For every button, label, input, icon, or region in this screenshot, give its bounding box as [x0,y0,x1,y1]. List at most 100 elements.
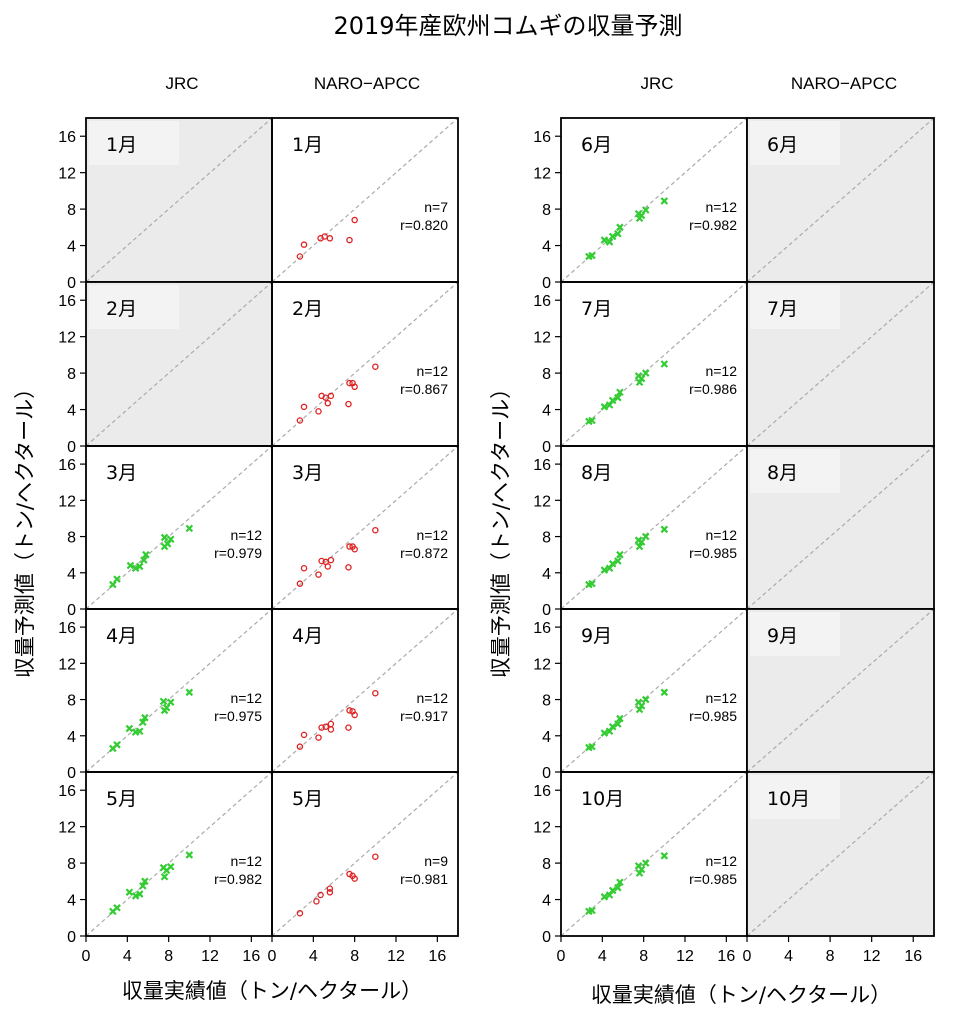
diagonal-line [560,281,748,447]
diagonal-line [85,445,273,610]
panel-right-jrc-4: 9月 n=12 r=0.985 0 4 8 12 16 [533,608,748,782]
panel-right-jrc-3: 8月 n=12 r=0.985 0 4 8 12 16 [533,445,748,619]
y-tick-label: 16 [58,620,76,637]
y-tick-label: 12 [533,656,551,673]
y-tick-label: 4 [67,729,76,746]
n-label: n=9 [424,853,448,869]
naro-point [327,720,335,728]
jrc-point [139,718,147,726]
r-label: r=0.917 [400,708,448,724]
y-tick-label: 12 [533,330,551,347]
r-label: r=0.982 [689,217,737,233]
month-label: 3月 [106,462,137,484]
r-label: r=0.985 [689,708,737,724]
jrc-point [185,524,194,533]
naro-point [296,417,304,424]
naro-point [346,379,353,387]
x-tick-label: 0 [557,948,566,965]
panel-frame [746,771,935,937]
naro-point [346,543,353,550]
x-tick-label: 12 [387,948,405,965]
month-label: 2月 [106,298,137,320]
naro-point [317,891,324,899]
y-tick-label: 0 [67,929,76,946]
naro-point [326,885,334,892]
jrc-point [637,865,646,874]
x-tick-label: 16 [717,948,735,965]
jrc-point [614,229,622,238]
y-tick-label: 8 [67,202,76,219]
right-y-axis-label: 収量予測値（トン/ヘクタール） [489,378,513,678]
month-label: 10月 [767,788,810,810]
jrc-point [141,713,149,722]
jrc-point [588,906,596,915]
panel-left-naro-1: 1月 n=7 r=0.820 [271,117,459,283]
month-label-background [89,121,179,165]
naro-point [315,571,322,578]
n-label: n=7 [424,199,448,215]
left-column-header-jrc: JRC [165,74,198,93]
y-tick-label: 0 [67,275,76,292]
jrc-point [616,878,624,887]
panel-left-jrc-4: 4月 n=12 r=0.975 0 4 8 12 16 [58,608,273,782]
naro-point [300,565,308,572]
jrc-point [126,561,135,570]
jrc-point [139,882,147,890]
x-tick-label: 12 [863,948,881,965]
y-tick-label: 8 [542,202,551,219]
month-label: 7月 [581,298,612,320]
naro-point [315,734,322,741]
naro-point [318,724,325,731]
naro-point [324,399,332,407]
jrc-point [185,688,194,697]
diagonal-line [85,771,273,937]
y-tick-label: 0 [67,602,76,619]
month-label: 1月 [292,134,323,156]
jrc-point [608,722,617,731]
jrc-point [588,579,596,588]
naro-point [351,216,358,224]
y-tick-label: 16 [58,783,76,800]
panels-layer: 1月 0 4 8 12 16 1月 n=7 r=0.820 2月 0 4 8 12 16 2月 n=12 r=0.… [58,117,935,965]
y-tick-label: 12 [533,820,551,837]
panel-left-naro-4: 4月 n=12 r=0.917 [271,608,459,773]
y-tick-label: 8 [67,693,76,710]
month-label: 5月 [292,788,323,810]
naro-point [296,909,304,917]
y-tick-label: 4 [542,729,551,746]
left-y-axis-label: 収量予測値（トン/ヘクタール） [13,378,37,678]
jrc-point [660,360,669,368]
x-tick-label: 12 [201,948,219,965]
x-tick-label: 4 [123,948,132,965]
y-tick-label: 12 [533,493,551,510]
month-label: 10月 [581,788,624,810]
jrc-point [131,564,140,573]
month-label: 9月 [767,625,798,647]
naro-point [326,235,334,242]
y-tick-label: 8 [542,693,551,710]
panel-right-jrc-5: 10月 n=12 r=0.985 0 4 8 12 16 0 4 8 12 16 [533,771,748,965]
jrc-point [641,695,650,704]
month-label: 1月 [106,134,137,156]
right-column-header-jrc: JRC [640,74,673,93]
diagonal-line [271,117,459,283]
naro-point [327,726,335,733]
month-label: 9月 [581,625,612,647]
jrc-point [125,724,134,733]
naro-point [346,236,353,244]
x-tick-label: 0 [743,948,752,965]
r-label: r=0.981 [400,871,448,887]
n-label: n=12 [230,853,262,869]
r-label: r=0.985 [689,545,737,561]
panel-right-jrc-1: 6月 n=12 r=0.982 0 4 8 12 16 [533,117,748,292]
y-tick-label: 0 [542,929,551,946]
naro-point [372,363,379,370]
y-tick-label: 4 [67,893,76,910]
y-tick-label: 0 [542,765,551,782]
n-label: n=12 [705,363,737,379]
jrc-point [616,388,624,397]
jrc-point [125,888,134,897]
jrc-point [588,416,596,425]
panel-right-naro-5: 10月 0 4 8 12 16 [743,771,935,965]
n-label: n=12 [230,527,262,543]
